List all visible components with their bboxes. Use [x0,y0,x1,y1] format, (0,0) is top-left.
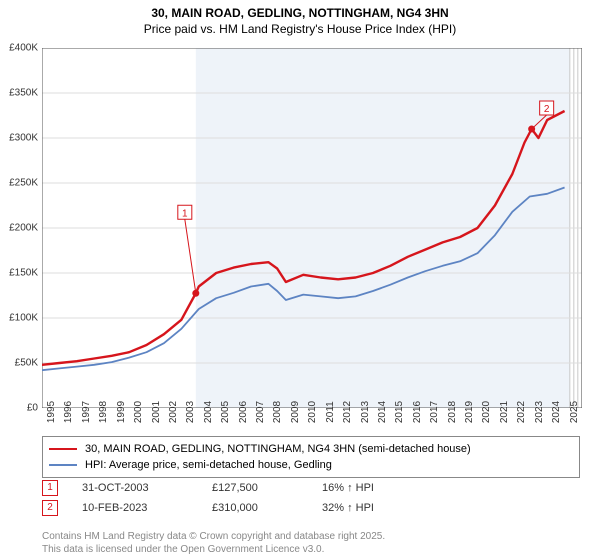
x-tick-label: 2009 [290,401,301,423]
y-tick-label: £100K [0,313,38,324]
marker-row-2: 2 10-FEB-2023 £310,000 32% ↑ HPI [42,500,582,516]
x-tick-label: 2023 [534,401,545,423]
x-tick-label: 2003 [185,401,196,423]
svg-text:2: 2 [544,104,550,115]
x-tick-label: 2025 [569,401,580,423]
x-tick-label: 2000 [133,401,144,423]
y-tick-label: £350K [0,88,38,99]
legend-swatch [49,464,77,466]
legend-item-hpi: HPI: Average price, semi-detached house,… [49,457,573,473]
marker-pct: 16% ↑ HPI [322,482,374,494]
x-tick-label: 2012 [342,401,353,423]
chart-title: 30, MAIN ROAD, GEDLING, NOTTINGHAM, NG4 … [0,0,600,37]
y-tick-label: £400K [0,43,38,54]
y-tick-label: £250K [0,178,38,189]
marker-row-1: 1 31-OCT-2003 £127,500 16% ↑ HPI [42,480,582,496]
marker-date: 10-FEB-2023 [82,502,212,514]
y-tick-label: £50K [0,358,38,369]
legend-label: 30, MAIN ROAD, GEDLING, NOTTINGHAM, NG4 … [85,443,471,455]
x-tick-label: 2007 [255,401,266,423]
x-tick-label: 2006 [238,401,249,423]
x-tick-label: 1996 [63,401,74,423]
x-tick-label: 2011 [325,401,336,423]
x-tick-label: 2016 [412,401,423,423]
marker-price: £127,500 [212,482,322,494]
x-tick-label: 2015 [394,401,405,423]
marker-badge: 2 [42,500,58,516]
marker-date: 31-OCT-2003 [82,482,212,494]
x-tick-label: 2010 [307,401,318,423]
footer-line1: Contains HM Land Registry data © Crown c… [42,531,385,544]
y-tick-label: £150K [0,268,38,279]
legend: 30, MAIN ROAD, GEDLING, NOTTINGHAM, NG4 … [42,436,580,478]
x-tick-label: 2008 [272,401,283,423]
footer-line2: This data is licensed under the Open Gov… [42,544,385,557]
y-tick-label: £300K [0,133,38,144]
x-tick-label: 2018 [447,401,458,423]
x-tick-label: 1999 [116,401,127,423]
x-tick-label: 1997 [81,401,92,423]
y-tick-label: £0 [0,403,38,414]
marker-price: £310,000 [212,502,322,514]
x-tick-label: 2014 [377,401,388,423]
title-subtitle: Price paid vs. HM Land Registry's House … [0,22,600,38]
marker-badge: 1 [42,480,58,496]
x-tick-label: 2022 [516,401,527,423]
x-tick-label: 2020 [481,401,492,423]
x-tick-label: 2019 [464,401,475,423]
x-tick-label: 2017 [429,401,440,423]
y-tick-label: £200K [0,223,38,234]
x-tick-label: 2021 [499,401,510,423]
marker-pct: 32% ↑ HPI [322,502,374,514]
x-tick-label: 2005 [220,401,231,423]
x-tick-label: 1995 [46,401,57,423]
legend-swatch [49,448,77,450]
legend-item-price-paid: 30, MAIN ROAD, GEDLING, NOTTINGHAM, NG4 … [49,441,573,457]
x-tick-label: 1998 [98,401,109,423]
x-tick-label: 2002 [168,401,179,423]
x-tick-label: 2004 [203,401,214,423]
title-address: 30, MAIN ROAD, GEDLING, NOTTINGHAM, NG4 … [0,6,600,22]
svg-text:1: 1 [182,208,188,219]
x-tick-label: 2013 [360,401,371,423]
x-tick-label: 2001 [151,401,162,423]
legend-label: HPI: Average price, semi-detached house,… [85,459,332,471]
price-chart: 12 [42,48,582,408]
footer-attribution: Contains HM Land Registry data © Crown c… [42,531,385,556]
x-tick-label: 2024 [551,401,562,423]
